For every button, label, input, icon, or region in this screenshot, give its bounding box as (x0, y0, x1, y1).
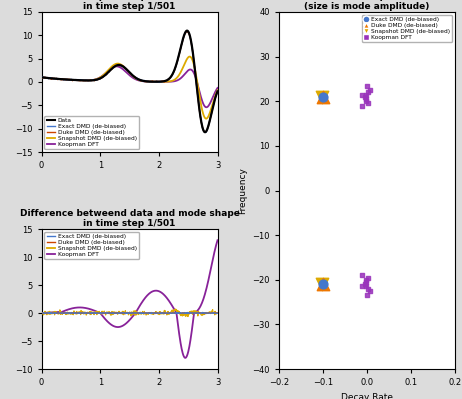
Point (319, 94, 327, 100)
Point (319, 281, 327, 287)
Point (359, 272, 366, 279)
Point (363, 96, 370, 102)
Point (362, 98, 370, 105)
X-axis label: Decay Rate: Decay Rate (341, 393, 393, 399)
Point (318, 281, 326, 287)
Point (365, 286, 372, 292)
Title: Dominant (10) Koopman evalues
(size is mode amplitude): Dominant (10) Koopman evalues (size is m… (284, 0, 450, 11)
Y-axis label: Frequency: Frequency (238, 167, 247, 214)
Point (364, 100, 371, 107)
Title: Difference betweend data and mode shape
in time step 1/501: Difference betweend data and mode shape … (19, 209, 239, 228)
Point (366, 87, 373, 93)
Title: Mode shapes compared to data
in time step 1/501: Mode shapes compared to data in time ste… (49, 0, 209, 11)
Legend: Exact DMD (de-biased), Duke DMD (de-biased), Snapshot DMD (de-biased), Koopman D: Exact DMD (de-biased), Duke DMD (de-bias… (362, 15, 452, 42)
Point (319, 94, 327, 100)
Point (363, 279, 370, 285)
Point (363, 292, 371, 298)
Point (363, 92, 370, 99)
Legend: Data, Exact DMD (de-biased), Duke DMD (de-biased), Snapshot DMD (de-biased), Koo: Data, Exact DMD (de-biased), Duke DMD (d… (44, 116, 139, 149)
Point (359, 91, 366, 98)
Legend: Exact DMD (de-biased), Duke DMD (de-biased), Snapshot DMD (de-biased), Koopman D: Exact DMD (de-biased), Duke DMD (de-bias… (44, 232, 139, 259)
Point (359, 103, 366, 109)
Point (362, 277, 370, 283)
Point (318, 94, 326, 100)
Point (359, 283, 366, 290)
Point (364, 275, 371, 281)
Point (361, 281, 369, 287)
Point (361, 94, 369, 100)
Point (319, 281, 327, 287)
Point (363, 83, 371, 89)
Point (363, 282, 370, 289)
Point (365, 89, 372, 95)
Point (366, 288, 373, 294)
